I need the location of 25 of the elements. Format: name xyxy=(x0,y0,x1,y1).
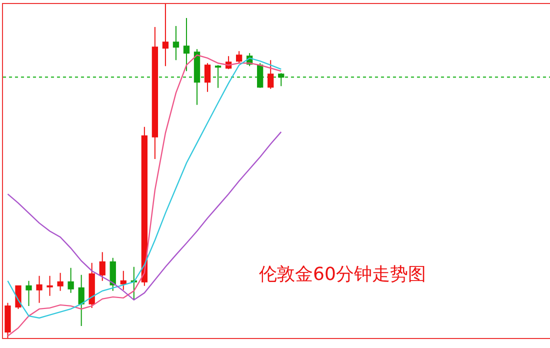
annotation: 伦敦金60分钟走势图 xyxy=(259,264,426,285)
candlestick xyxy=(68,267,74,294)
candlestick xyxy=(162,4,169,67)
candlestick xyxy=(99,252,106,282)
candlestick xyxy=(88,262,95,308)
candlestick xyxy=(278,72,284,87)
candlestick xyxy=(152,26,158,160)
candlestick xyxy=(46,275,53,296)
candlestick xyxy=(78,274,84,326)
candlestick xyxy=(110,257,116,292)
candlestick xyxy=(172,26,180,61)
candlestick xyxy=(268,60,274,90)
candlestick xyxy=(141,126,148,286)
candlestick xyxy=(214,64,222,88)
candlestick xyxy=(236,50,242,64)
candlestick xyxy=(183,18,190,72)
candlestick xyxy=(120,270,126,290)
candlestick xyxy=(57,272,64,292)
candlestick xyxy=(194,48,200,106)
candlestick xyxy=(4,302,11,338)
candlestick xyxy=(204,62,211,92)
candlestick xyxy=(36,275,42,304)
candlestick xyxy=(130,266,137,300)
candlestick xyxy=(26,280,32,306)
candlestick xyxy=(257,62,264,88)
